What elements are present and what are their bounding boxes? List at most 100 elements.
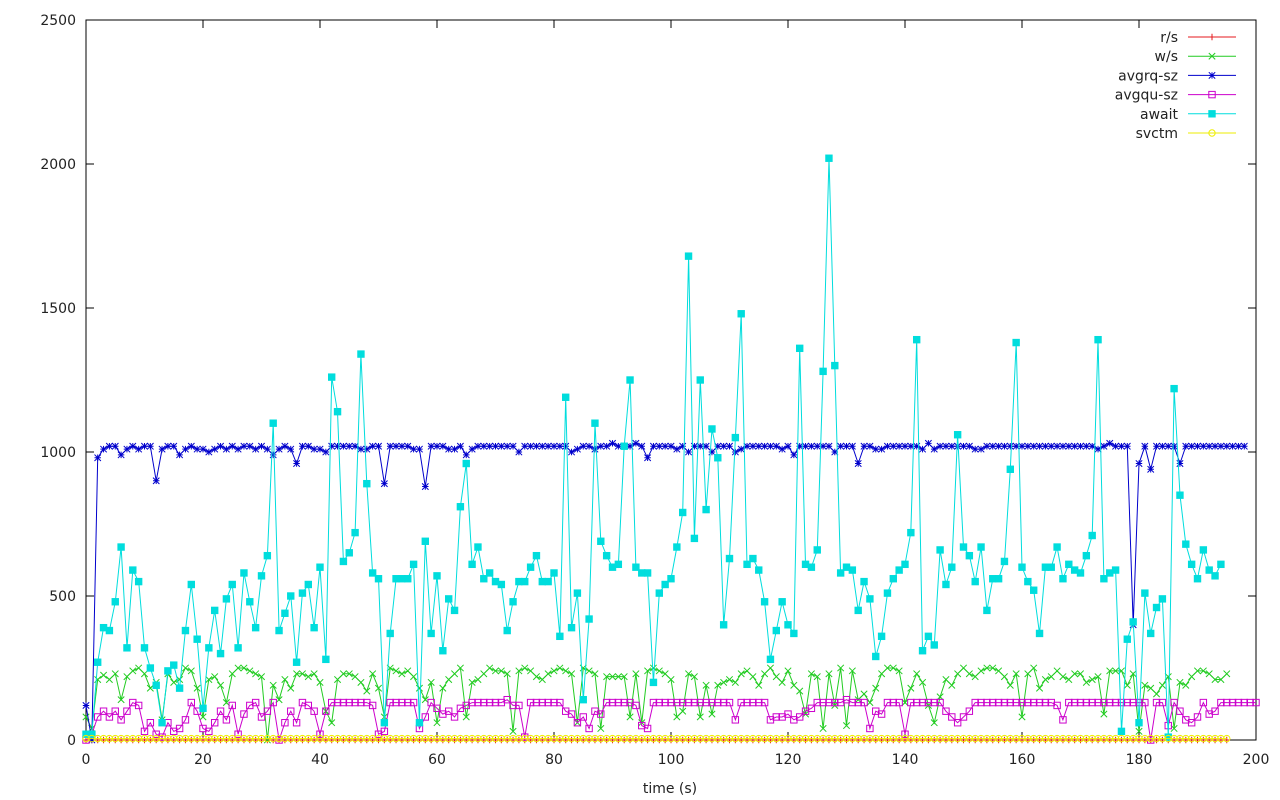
data-point-avgqu-sz <box>702 698 710 707</box>
data-point-svctm <box>889 734 897 743</box>
data-point-svctm <box>819 734 827 743</box>
data-point-svctm <box>626 734 634 743</box>
data-point-await <box>105 626 114 635</box>
data-point-w-s <box>626 713 634 721</box>
data-point-svctm <box>895 734 903 743</box>
data-point-svctm <box>614 734 623 743</box>
data-point-svctm <box>608 734 617 743</box>
data-point-await <box>948 563 956 571</box>
data-point-await <box>848 566 857 574</box>
data-point-avgrq-sz <box>948 442 956 450</box>
data-point-avgqu-sz <box>796 713 804 721</box>
data-point-avgqu-sz <box>287 707 295 715</box>
data-point-w-s <box>111 670 119 678</box>
data-point-w-s <box>333 675 342 684</box>
data-point-avgqu-sz <box>848 698 857 707</box>
data-point-await <box>567 623 576 632</box>
data-point-await <box>661 580 669 589</box>
data-point-avgrq-sz <box>667 442 675 450</box>
data-point-avgqu-sz <box>1035 698 1044 707</box>
data-point-await <box>854 606 862 615</box>
data-point-avgrq-sz <box>170 442 178 450</box>
data-point-svctm <box>310 734 318 743</box>
data-point-await <box>760 598 769 606</box>
data-point-w-s <box>649 664 658 672</box>
legend-marker <box>1208 33 1216 41</box>
data-point-w-s <box>661 670 669 678</box>
data-point-svctm <box>550 734 558 743</box>
data-point-avgrq-sz <box>655 442 663 450</box>
data-point-avgrq-sz <box>427 442 435 450</box>
data-point-avgqu-sz <box>433 704 441 713</box>
data-point-await <box>579 695 587 704</box>
data-point-await <box>521 577 529 586</box>
data-point-avgqu-sz <box>1094 698 1102 707</box>
data-point-svctm <box>328 734 336 743</box>
data-point-avgrq-sz <box>105 442 113 450</box>
data-point-w-s <box>556 664 564 672</box>
data-point-svctm <box>462 734 470 743</box>
data-point-await <box>971 577 979 586</box>
data-point-await <box>123 644 131 652</box>
data-point-avgrq-sz <box>1041 442 1049 450</box>
data-point-avgqu-sz <box>351 698 359 707</box>
data-point-w-s <box>679 707 687 715</box>
data-point-svctm <box>82 734 90 743</box>
data-point-avgqu-sz <box>760 698 769 707</box>
data-point-await <box>345 549 353 557</box>
data-point-avgrq-sz <box>1141 442 1149 450</box>
data-point-w-s <box>567 670 576 678</box>
data-point-svctm <box>1059 734 1067 743</box>
data-point-avgrq-sz <box>954 442 962 450</box>
data-point-avgrq-sz <box>404 442 412 450</box>
data-point-svctm <box>684 734 693 743</box>
data-point-await <box>673 543 681 551</box>
data-point-await <box>94 658 102 666</box>
data-point-svctm <box>936 734 944 743</box>
data-point-avgrq-sz <box>608 439 617 447</box>
plot-frame <box>85 19 1257 741</box>
data-point-avgrq-sz <box>445 445 453 453</box>
data-point-avgqu-sz <box>1211 707 1219 715</box>
data-point-w-s <box>913 670 921 678</box>
data-point-w-s <box>708 710 716 718</box>
data-point-await <box>509 598 517 606</box>
data-point-svctm <box>456 734 465 743</box>
data-point-w-s <box>462 713 470 721</box>
data-point-await <box>667 575 675 583</box>
data-point-svctm <box>1000 734 1009 743</box>
data-point-w-s <box>1041 675 1049 684</box>
data-point-avgrq-sz <box>1223 442 1231 450</box>
data-point-avgqu-sz <box>140 727 149 736</box>
data-point-await <box>170 661 178 669</box>
data-point-await <box>731 433 740 442</box>
data-point-avgqu-sz <box>1082 698 1091 707</box>
data-point-avgrq-sz <box>298 442 307 450</box>
data-point-svctm <box>638 734 646 743</box>
data-point-svctm <box>743 734 751 743</box>
data-point-w-s <box>918 678 927 686</box>
legend-label: w/s <box>1155 49 1178 65</box>
data-point-w-s <box>883 664 892 672</box>
data-point-await <box>450 606 459 615</box>
data-point-avgqu-sz <box>719 698 728 707</box>
data-point-avgqu-sz <box>409 698 418 707</box>
data-point-avgqu-sz <box>755 698 763 707</box>
data-point-await <box>1205 566 1213 574</box>
data-point-svctm <box>1006 734 1014 743</box>
data-point-w-s <box>930 719 938 727</box>
data-point-avgrq-sz <box>562 442 570 450</box>
data-point-svctm <box>275 734 283 743</box>
data-point-avgqu-sz <box>1018 698 1026 707</box>
data-point-await <box>714 454 722 462</box>
data-point-w-s <box>702 681 710 689</box>
data-point-await <box>1076 569 1085 577</box>
data-point-await <box>181 626 190 635</box>
data-point-w-s <box>778 678 786 686</box>
data-point-avgrq-sz <box>1000 442 1009 450</box>
data-point-avgrq-sz <box>1188 442 1196 450</box>
data-point-svctm <box>170 734 178 743</box>
data-point-w-s <box>1176 678 1184 686</box>
data-point-svctm <box>1076 734 1085 743</box>
legend-marker <box>1208 71 1216 79</box>
